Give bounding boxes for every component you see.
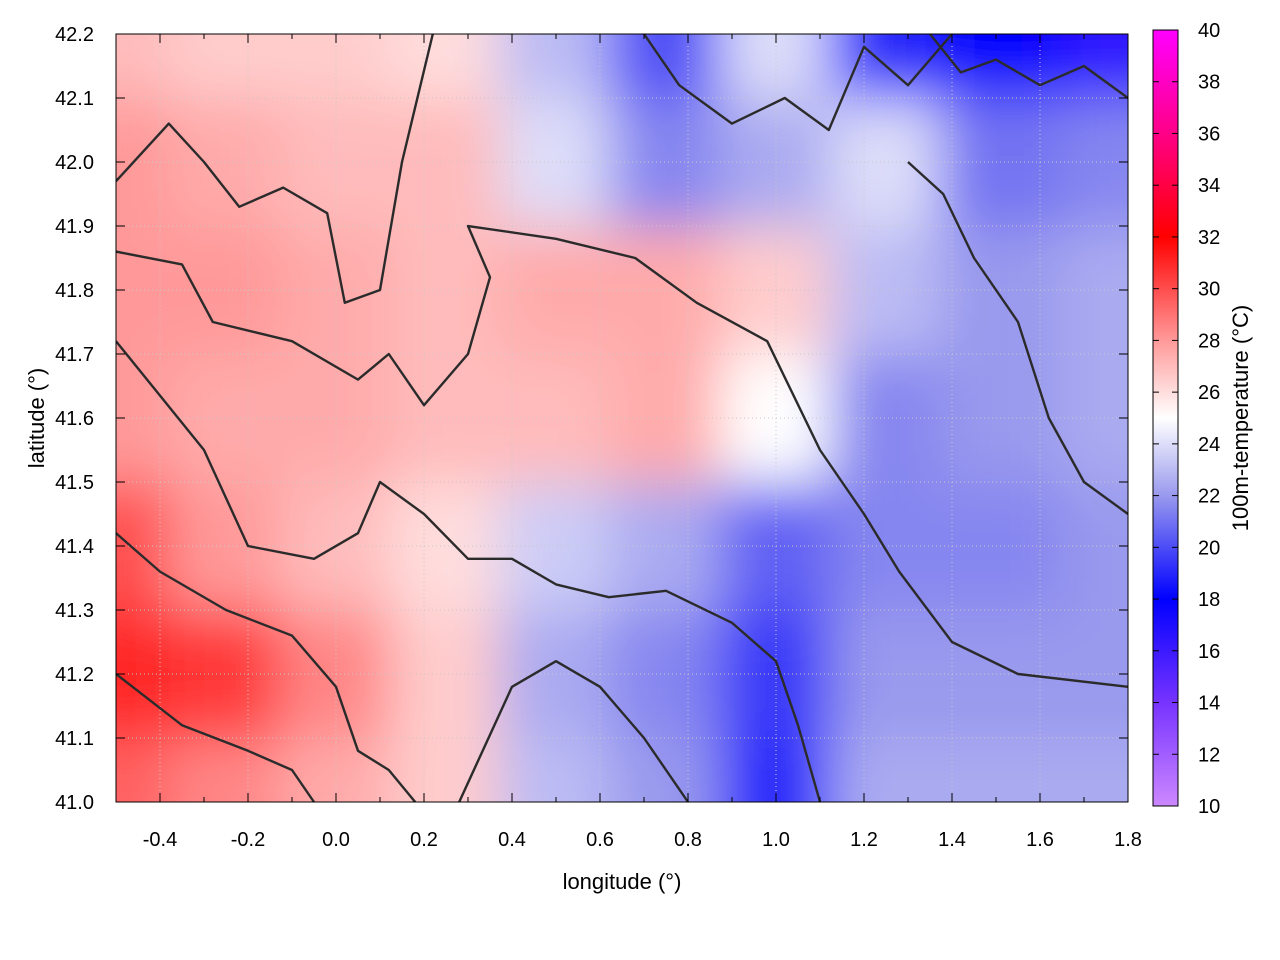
field-cell <box>170 97 282 227</box>
field-cell <box>720 34 832 99</box>
field-cell <box>830 225 942 355</box>
y-tick-label: 41.4 <box>55 536 94 558</box>
field-cell <box>830 481 942 611</box>
field-cell <box>610 97 722 227</box>
colorbar-tick-label: 20 <box>1198 537 1220 559</box>
colorbar-ticks: 10 12 14 16 18 20 22 24 26 28 30 32 34 36 38 40 <box>1153 20 1220 818</box>
field-cell <box>500 34 612 99</box>
contour-line <box>907 161 1128 515</box>
field-cell <box>830 737 942 802</box>
y-tick-label: 41.8 <box>55 280 94 302</box>
y-axis-ticks: 41.0 41.1 41.2 41.3 41.4 41.5 41.6 41.7 41.8 41.9… <box>55 24 1128 814</box>
contour-line <box>116 34 434 304</box>
colorbar-tick-label: 32 <box>1198 227 1220 249</box>
y-tick-label: 41.1 <box>55 728 94 750</box>
x-tick-label: 1.0 <box>762 829 790 851</box>
contour-line <box>929 34 1128 99</box>
plot-area <box>116 34 1128 802</box>
colorbar-tick-label: 30 <box>1198 279 1220 301</box>
colorbar-tick-label: 40 <box>1198 20 1220 42</box>
grid-lines <box>116 34 1128 802</box>
x-tick-label: 1.4 <box>938 829 966 851</box>
x-tick-label: 1.6 <box>1026 829 1054 851</box>
y-tick-label: 42.1 <box>55 88 94 110</box>
colorbar-tick-label: 38 <box>1198 72 1220 94</box>
field-cell <box>170 353 282 483</box>
field-cell <box>1061 34 1128 99</box>
field-cell <box>610 34 722 99</box>
colorbar-tick-label: 36 <box>1198 123 1220 145</box>
field-cell <box>830 34 942 99</box>
field-cell <box>390 353 502 483</box>
field-cell <box>116 737 172 802</box>
y-tick-label: 42.0 <box>55 152 94 174</box>
contour-line <box>116 673 315 802</box>
field-cell <box>116 34 172 99</box>
colorbar-tick-label: 34 <box>1198 175 1220 197</box>
y-tick-label: 41.9 <box>55 216 94 238</box>
y-tick-label: 41.2 <box>55 664 94 686</box>
field-cell <box>170 609 282 739</box>
field-cell <box>390 34 502 99</box>
field-cell <box>170 737 282 802</box>
colorbar-label: 100m-temperature (°C) <box>1228 305 1253 531</box>
colorbar-tick-label: 24 <box>1198 434 1220 456</box>
y-tick-label: 41.5 <box>55 472 94 494</box>
x-tick-label: 0.8 <box>674 829 702 851</box>
colorbar-tick-label: 14 <box>1198 693 1220 715</box>
colorbar-tick-label: 10 <box>1198 796 1220 818</box>
field-cell <box>830 609 942 739</box>
field-cell <box>280 34 392 99</box>
colorbar-tick-label: 26 <box>1198 382 1220 404</box>
colorbar-tick-label: 28 <box>1198 330 1220 352</box>
field-cell <box>390 609 502 739</box>
field-cell <box>280 737 392 802</box>
y-tick-label: 41.0 <box>55 792 94 814</box>
x-axis-label: longitude (°) <box>563 869 682 894</box>
field-cell <box>1061 737 1128 802</box>
x-tick-label: 0.2 <box>410 829 438 851</box>
field-cell <box>830 353 942 483</box>
contour-line <box>116 532 417 802</box>
x-tick-label: 0.0 <box>322 829 350 851</box>
field-cell <box>500 737 612 802</box>
x-tick-label: 0.4 <box>498 829 526 851</box>
x-tick-label: -0.4 <box>143 829 177 851</box>
y-tick-label: 42.2 <box>55 24 94 46</box>
field-cell <box>720 737 832 802</box>
y-axis-label: latitude (°) <box>24 368 49 469</box>
y-tick-label: 41.7 <box>55 344 94 366</box>
contour-line <box>458 660 689 802</box>
colorbar-gradient <box>1152 29 1179 807</box>
x-tick-label: -0.2 <box>231 829 265 851</box>
colorbar-tick-label: 12 <box>1198 744 1220 766</box>
field-cell <box>610 225 722 355</box>
x-tick-label: 1.8 <box>1114 829 1142 851</box>
colorbar-tick-label: 16 <box>1198 641 1220 663</box>
field-cell <box>830 97 942 227</box>
colorbar-tick-label: 18 <box>1198 589 1220 611</box>
contour-line <box>116 224 1128 688</box>
colorbar: 10 12 14 16 18 20 22 24 26 28 30 32 34 36 38 40 100m-te… <box>1152 20 1253 818</box>
field-cell <box>170 34 282 99</box>
x-axis-ticks: -0.4 -0.2 0.0 0.2 0.4 0.6 0.8 1.0 1.2 1.4 1.6 1.8 <box>115 34 1142 851</box>
field-cell <box>940 34 1063 99</box>
contour-lines <box>116 34 1128 802</box>
x-tick-label: 0.6 <box>586 829 614 851</box>
contour-line <box>643 34 953 132</box>
contour-line <box>116 340 822 802</box>
colorbar-tick-label: 22 <box>1198 486 1220 508</box>
field-cell <box>940 737 1063 802</box>
temperature-field <box>116 34 1128 802</box>
y-tick-label: 41.3 <box>55 600 94 622</box>
x-tick-label: 1.2 <box>850 829 878 851</box>
field-cell <box>610 353 722 483</box>
y-tick-label: 41.6 <box>55 408 94 430</box>
field-cell <box>390 97 502 227</box>
